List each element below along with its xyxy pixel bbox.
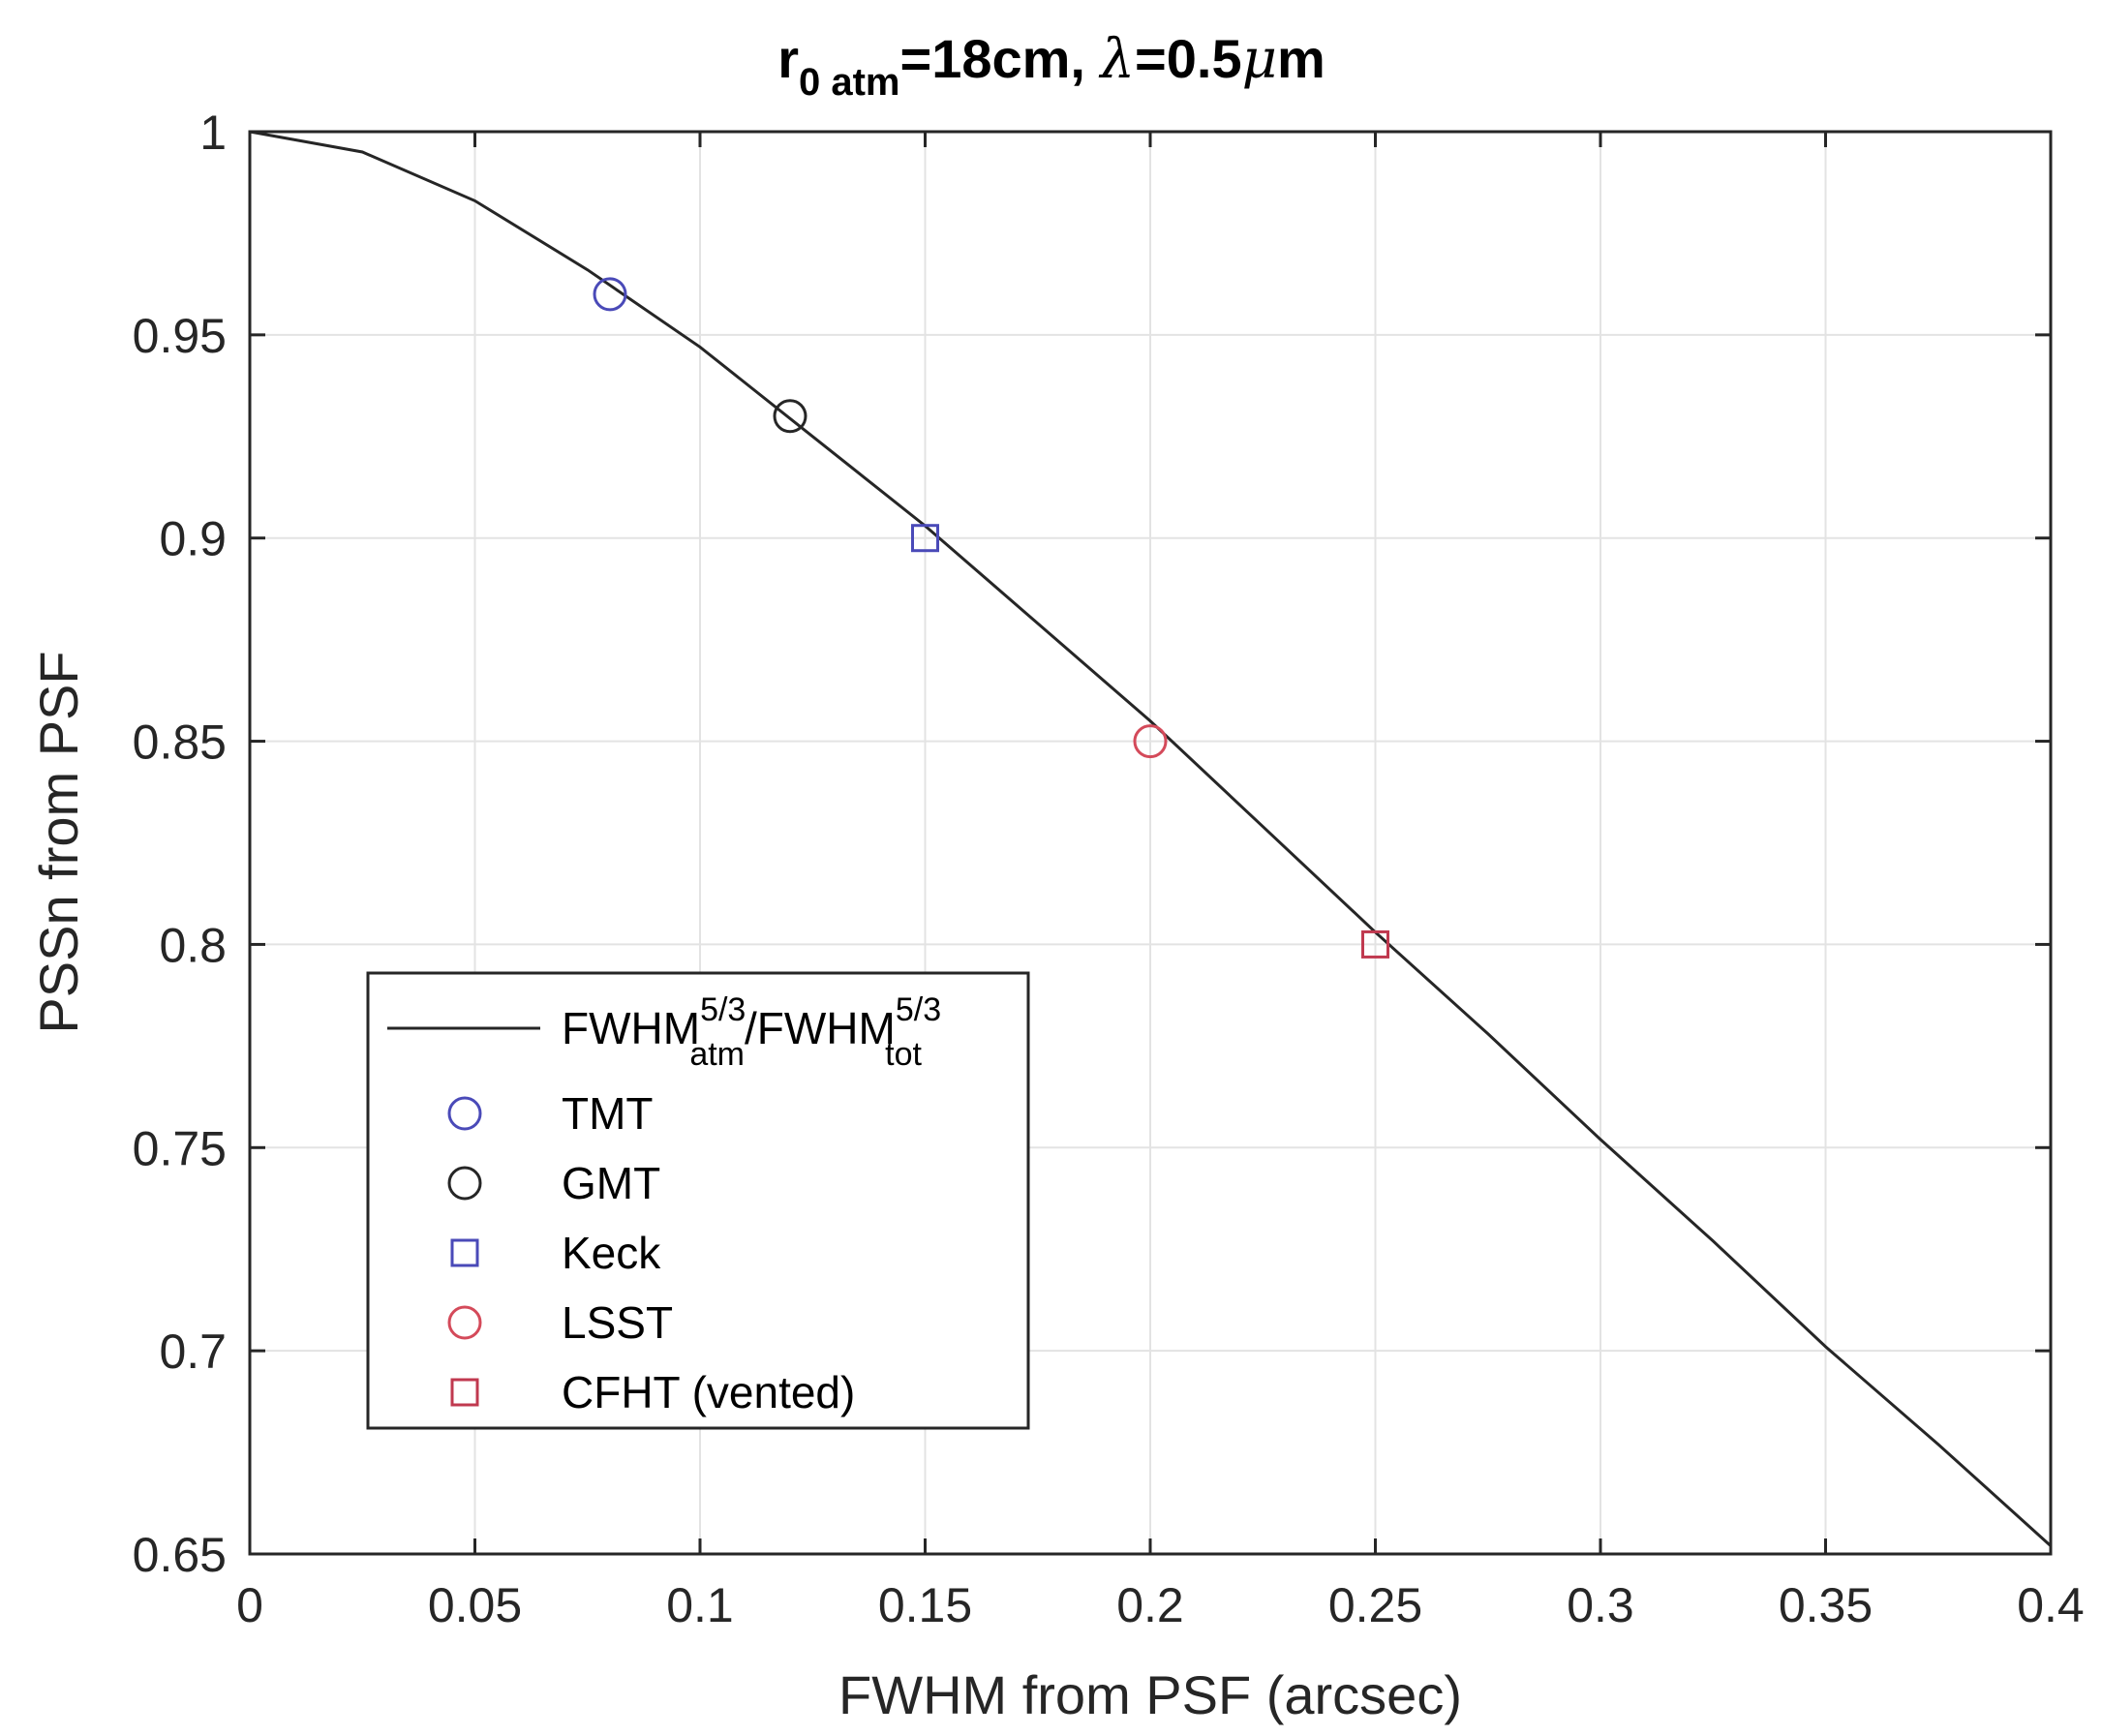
data-markers [593,277,1389,959]
data-point-cfht-vented [1361,929,1389,959]
legend-label-curve: FWHM5/3 atm/FWHM5/3 tot [562,991,941,1073]
legend-marker-gmt [447,1166,482,1201]
y-tick-label: 0.8 [159,918,227,972]
x-tick-label: 0.15 [878,1578,972,1632]
chart-title: r0 atm=18cm, λ=0.5μm [777,28,1325,104]
y-tick-label: 0.95 [133,309,227,363]
legend-label-keck: Keck [562,1228,661,1278]
x-tick-label: 0.1 [666,1578,734,1632]
legend-label-gmt: GMT [562,1158,660,1208]
x-tick-label: 0.05 [428,1578,522,1632]
y-tick-label: 0.65 [133,1528,227,1582]
x-axis-label: FWHM from PSF (arcsec) [838,1664,1462,1725]
x-tick-labels: 0 0.05 0.1 0.15 0.2 0.25 0.3 0.35 0.4 [236,1578,2085,1632]
legend-label-lsst: LSST [562,1297,673,1348]
y-axis-label: PSSn from PSF [28,651,89,1033]
legend-marker-lsst [447,1305,482,1340]
legend-label-tmt: TMT [562,1088,654,1139]
y-tick-labels: 0.65 0.7 0.75 0.8 0.85 0.9 0.95 1 [133,106,227,1582]
data-point-gmt [773,399,807,434]
y-tick-label: 0.85 [133,716,227,770]
x-tick-label: 0.2 [1116,1578,1184,1632]
x-tick-label: 0.25 [1328,1578,1422,1632]
y-tick-label: 0.7 [159,1325,227,1379]
x-tick-label: 0 [236,1578,263,1632]
legend: FWHM5/3 atm/FWHM5/3 tot TMT GMT Keck LSST CFHT… [366,971,1030,1430]
legend-marker-keck [450,1238,479,1267]
axes-box [248,130,2053,1556]
data-point-keck [911,524,939,553]
legend-marker-tmt [447,1096,482,1131]
y-tick-label: 0.75 [133,1121,227,1175]
y-tick-label: 1 [199,106,227,160]
data-point-lsst [1133,724,1168,759]
legend-label-cfht-vented: CFHT (vented) [562,1367,855,1417]
x-tick-label: 0.3 [1567,1578,1634,1632]
y-tick-label: 0.9 [159,512,227,566]
legend-marker-cfht-vented [450,1378,479,1407]
x-tick-label: 0.35 [1779,1578,1873,1632]
series-line-fwhm-ratio [249,130,2053,1547]
data-point-tmt [593,277,627,312]
legend-box [366,971,1030,1430]
x-tick-label: 0.4 [2017,1578,2085,1632]
